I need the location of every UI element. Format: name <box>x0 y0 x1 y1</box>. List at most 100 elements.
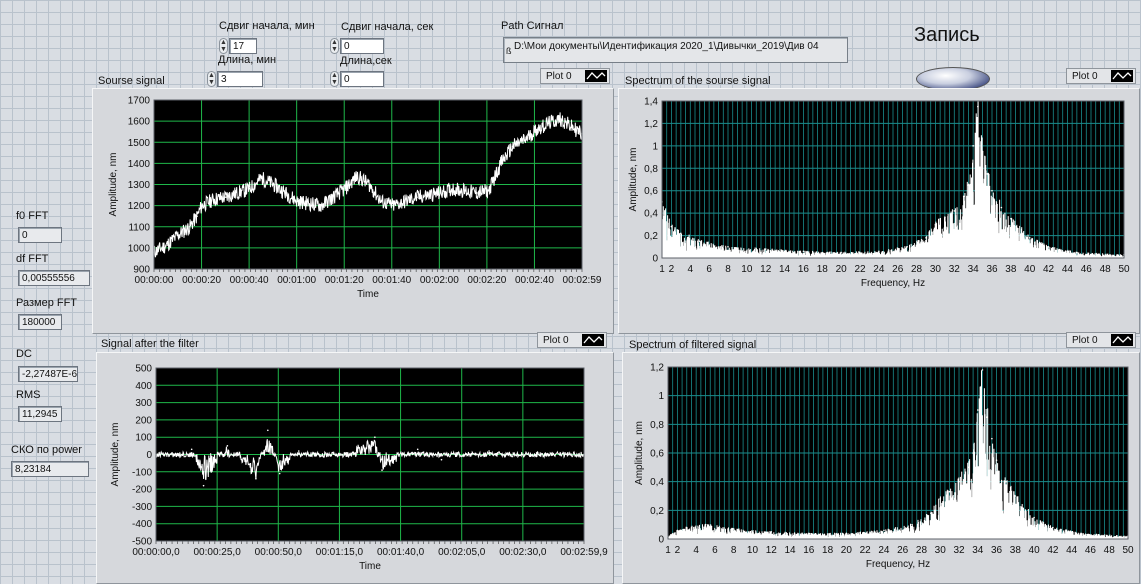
data-point <box>676 529 679 532</box>
x-tick-label: 1 <box>665 545 671 556</box>
fft-size-label: Размер FFT <box>16 297 78 309</box>
y-tick-label: 0,8 <box>644 164 658 175</box>
data-point <box>1080 532 1082 535</box>
data-point <box>911 523 913 526</box>
y-tick-label: 900 <box>133 265 150 276</box>
x-tick-label: 00:02:40 <box>515 275 554 286</box>
data-point <box>883 529 885 532</box>
filtered-spectrum-chart[interactable]: 00,20,40,60,811,21 2 4 6 8 10 12 14 16 18 20 22 24 26… <box>622 352 1138 582</box>
filtered-signal-chart[interactable]: -500 -400 -300 -200 -100 0 100 200 300 400 500 00:0… <box>96 352 612 582</box>
y-tick-label: 0,2 <box>644 231 658 242</box>
legend-label: Plot 0 <box>543 335 569 346</box>
data-point <box>475 192 478 194</box>
shift-sec-label: Сдвиг начала, сек <box>341 21 434 33</box>
path-browse-icon[interactable]: ß <box>506 46 512 56</box>
filtered-signal-legend[interactable]: Plot 0 <box>537 332 607 348</box>
x-tick-label: 28 <box>911 264 923 275</box>
data-point <box>981 150 984 153</box>
data-point <box>972 452 974 454</box>
data-point <box>977 105 979 108</box>
source-spectrum-chart[interactable]: 00,20,40,60,811,21,41 2 4 6 8 10 12 14 16 18 20 22 2… <box>618 88 1138 332</box>
source-signal-chart[interactable]: 900 1000 1100 1200 1300 1400 1500 1600 1700 00:00… <box>92 88 612 332</box>
shift-min-label: Сдвиг начала, мин <box>219 20 315 32</box>
y-tick-label: -500 <box>132 537 152 548</box>
data-point <box>986 173 989 175</box>
x-tick-label: 00:00:25,0 <box>194 547 242 558</box>
data-point <box>356 175 359 177</box>
x-tick-label: 30 <box>935 545 947 556</box>
data-point <box>440 458 443 461</box>
data-point <box>196 215 198 217</box>
data-point <box>571 126 574 129</box>
source-signal-legend[interactable]: Plot 0 <box>540 68 610 84</box>
df-fft-value: 0,00555556 <box>18 270 90 286</box>
x-tick-label: 50 <box>1122 545 1134 556</box>
length-min-label: Длина, мин <box>218 54 277 66</box>
data-point <box>986 416 988 418</box>
y-tick-label: 400 <box>135 381 152 392</box>
data-point <box>297 450 300 452</box>
x-tick-label: 24 <box>878 545 890 556</box>
x-axis-label: Frequency, Hz <box>861 278 925 289</box>
x-tick-label: 14 <box>779 264 791 275</box>
data-point <box>320 204 323 207</box>
x-tick-label: 22 <box>860 545 872 556</box>
plot-frame <box>155 367 585 542</box>
legend-swatch <box>582 334 604 346</box>
line-plot-icon <box>1112 336 1132 344</box>
plot-frame <box>667 366 1129 540</box>
data-point <box>284 192 287 194</box>
y-axis-label: Amplitude, nm <box>628 148 639 212</box>
data-point <box>764 248 767 250</box>
x-tick-label: 00:01:40,0 <box>377 547 425 558</box>
y-tick-label: 0,4 <box>650 477 664 488</box>
shift-sec-input[interactable]: 0 <box>340 38 384 54</box>
y-tick-label: -400 <box>132 519 152 530</box>
x-tick-label: 42 <box>1043 264 1055 275</box>
y-tick-label: 1600 <box>128 117 151 128</box>
x-tick-label: 10 <box>747 545 759 556</box>
data-point <box>934 223 937 226</box>
length-sec-input[interactable]: 0 <box>340 71 384 87</box>
data-point <box>972 145 974 147</box>
shift-min-spinner[interactable]: ▲ ▼ <box>219 38 228 54</box>
data-point <box>260 177 263 179</box>
data-point <box>267 429 269 432</box>
length-sec-spinner[interactable]: ▲ ▼ <box>330 71 339 87</box>
length-min-spinner[interactable]: ▲ ▼ <box>207 71 216 87</box>
data-point <box>224 196 227 198</box>
data-point <box>948 490 951 493</box>
data-point <box>368 183 370 186</box>
data-point <box>967 184 970 186</box>
shift-min-input[interactable]: 17 <box>229 38 257 54</box>
x-tick-label: 00:02:20 <box>467 275 506 286</box>
y-tick-label: -300 <box>132 502 152 513</box>
dc-value: -2,27487E-6 <box>18 366 78 382</box>
y-tick-label: 0 <box>658 535 664 546</box>
x-tick-label: 22 <box>854 264 866 275</box>
x-tick-label: 00:00:40 <box>230 275 269 286</box>
data-point <box>487 190 490 192</box>
y-tick-label: 1,2 <box>650 363 664 374</box>
data-point <box>944 216 946 219</box>
x-tick-label: 28 <box>916 545 928 556</box>
path-label: Path Сигнал <box>501 20 564 32</box>
source-spectrum-legend[interactable]: Plot 0 <box>1066 68 1136 84</box>
path-input[interactable]: ß D:\Мои документы\Идентификация 2020_1\… <box>503 37 848 63</box>
length-min-input[interactable]: 3 <box>217 71 263 87</box>
y-tick-label: 300 <box>135 398 152 409</box>
data-point <box>930 512 932 514</box>
y-tick-label: 0 <box>652 254 658 265</box>
data-point <box>511 145 514 148</box>
data-point <box>981 369 984 371</box>
f0-fft-label: f0 FFT <box>16 210 49 222</box>
x-tick-label: 16 <box>803 545 815 556</box>
shift-sec-spinner[interactable]: ▲ ▼ <box>330 38 339 54</box>
x-tick-label: 20 <box>841 545 853 556</box>
y-tick-label: 0,4 <box>644 209 658 220</box>
x-tick-label: 38 <box>1010 545 1022 556</box>
data-point <box>1005 480 1007 483</box>
data-point <box>416 196 418 198</box>
filtered-spectrum-legend[interactable]: Plot 0 <box>1066 332 1136 348</box>
legend-label: Plot 0 <box>546 71 572 82</box>
